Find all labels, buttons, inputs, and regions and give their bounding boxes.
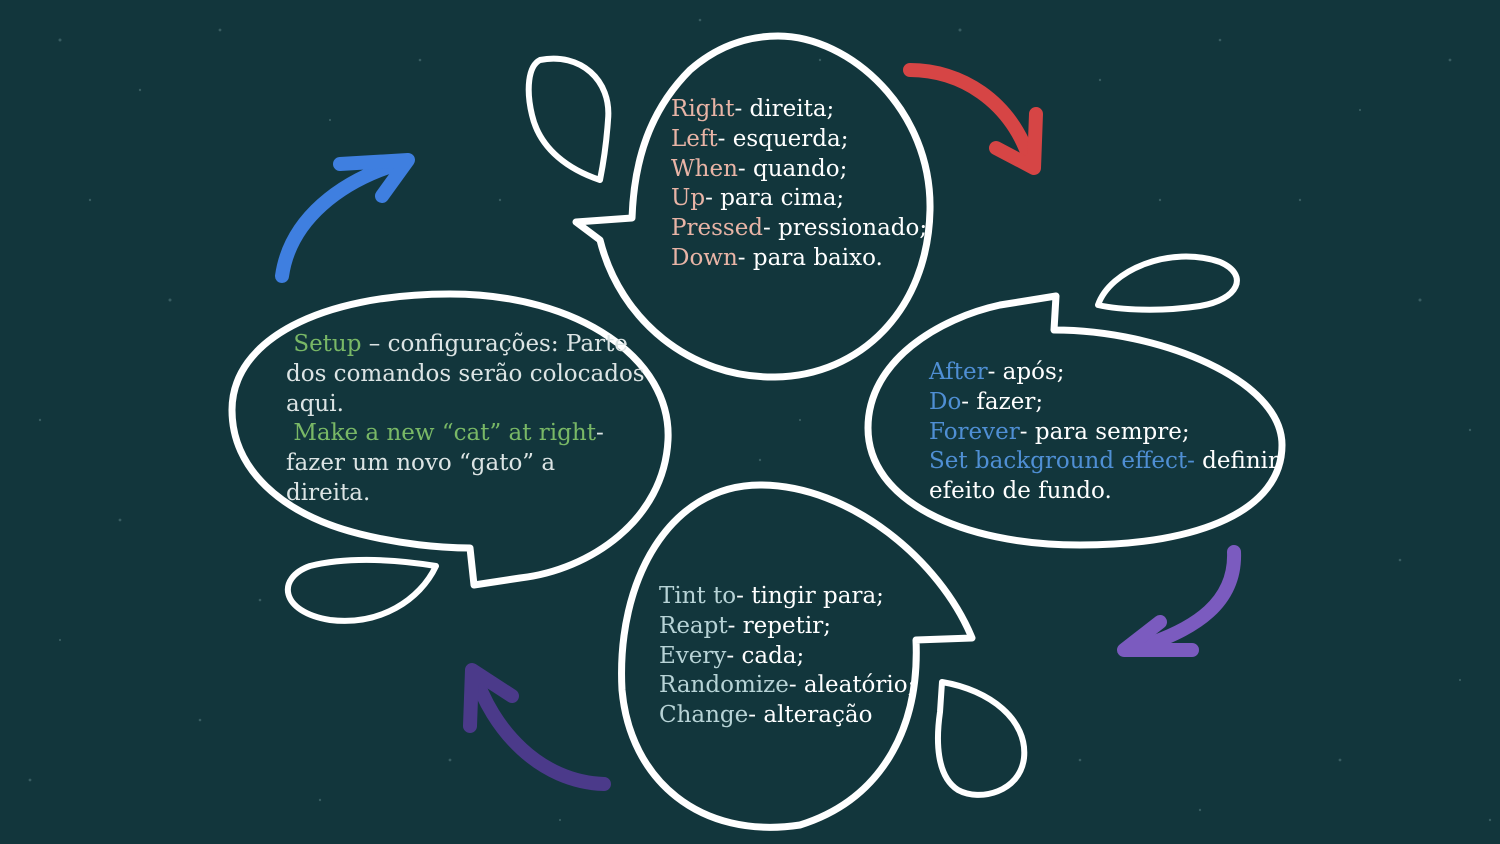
left-speech-bubble (228, 290, 672, 589)
red-arrow (903, 63, 1043, 175)
term-line: Up- para cima; (671, 185, 845, 212)
term-line: Right- direita; (671, 96, 835, 122)
term-line: Every- cada; (659, 642, 805, 669)
light-purple-arrow (1117, 545, 1242, 657)
term-line: Randomize- aleatório; (659, 672, 916, 699)
term-line: Pressed- pressionado; (671, 215, 928, 242)
speckle-texture (28, 18, 1492, 822)
top-speech-bubble (572, 32, 934, 381)
bottom-drop-bubble (934, 679, 1028, 798)
term-line: Left- esquerda; (671, 125, 849, 152)
bottom-bubble-text: Tint to- tingir para; Reapt- repetir; Ev… (659, 582, 915, 731)
right-speech-bubble (864, 292, 1286, 549)
term-line: Reapt- repetir; (659, 612, 831, 639)
term-line: Do- fazer; (929, 388, 1044, 415)
right-bubble-text: After- após; Do- fazer; Forever- para se… (929, 358, 1279, 507)
top-drop-bubble (525, 55, 612, 183)
right-drop-bubble (1095, 253, 1240, 313)
bottom-speech-bubble (618, 481, 976, 831)
left-drop-bubble (284, 556, 439, 624)
left-bubble-text: Setup – configurações: Parte dos comando… (286, 330, 646, 509)
dark-purple-arrow (463, 663, 611, 791)
term-line: Tint to- tingir para; (659, 583, 884, 609)
blue-arrow (275, 153, 415, 283)
setup-paragraph: Setup – configurações: Parte dos comando… (286, 331, 645, 417)
term-line: Change- alteração (659, 702, 873, 729)
term-line: Down- para baixo. (671, 244, 883, 271)
make-cat-paragraph: Make a new “cat” at right- fazer um novo… (286, 420, 604, 506)
term-line: Forever- para sempre; (929, 418, 1190, 445)
term-line: Set background effect- definir (929, 448, 1280, 475)
term-line: After- após; (929, 359, 1065, 385)
top-bubble-text: Right- direita; Left- esquerda; When- qu… (671, 95, 927, 274)
term-line: When- quando; (671, 155, 848, 182)
term-line: efeito de fundo. (929, 478, 1112, 505)
